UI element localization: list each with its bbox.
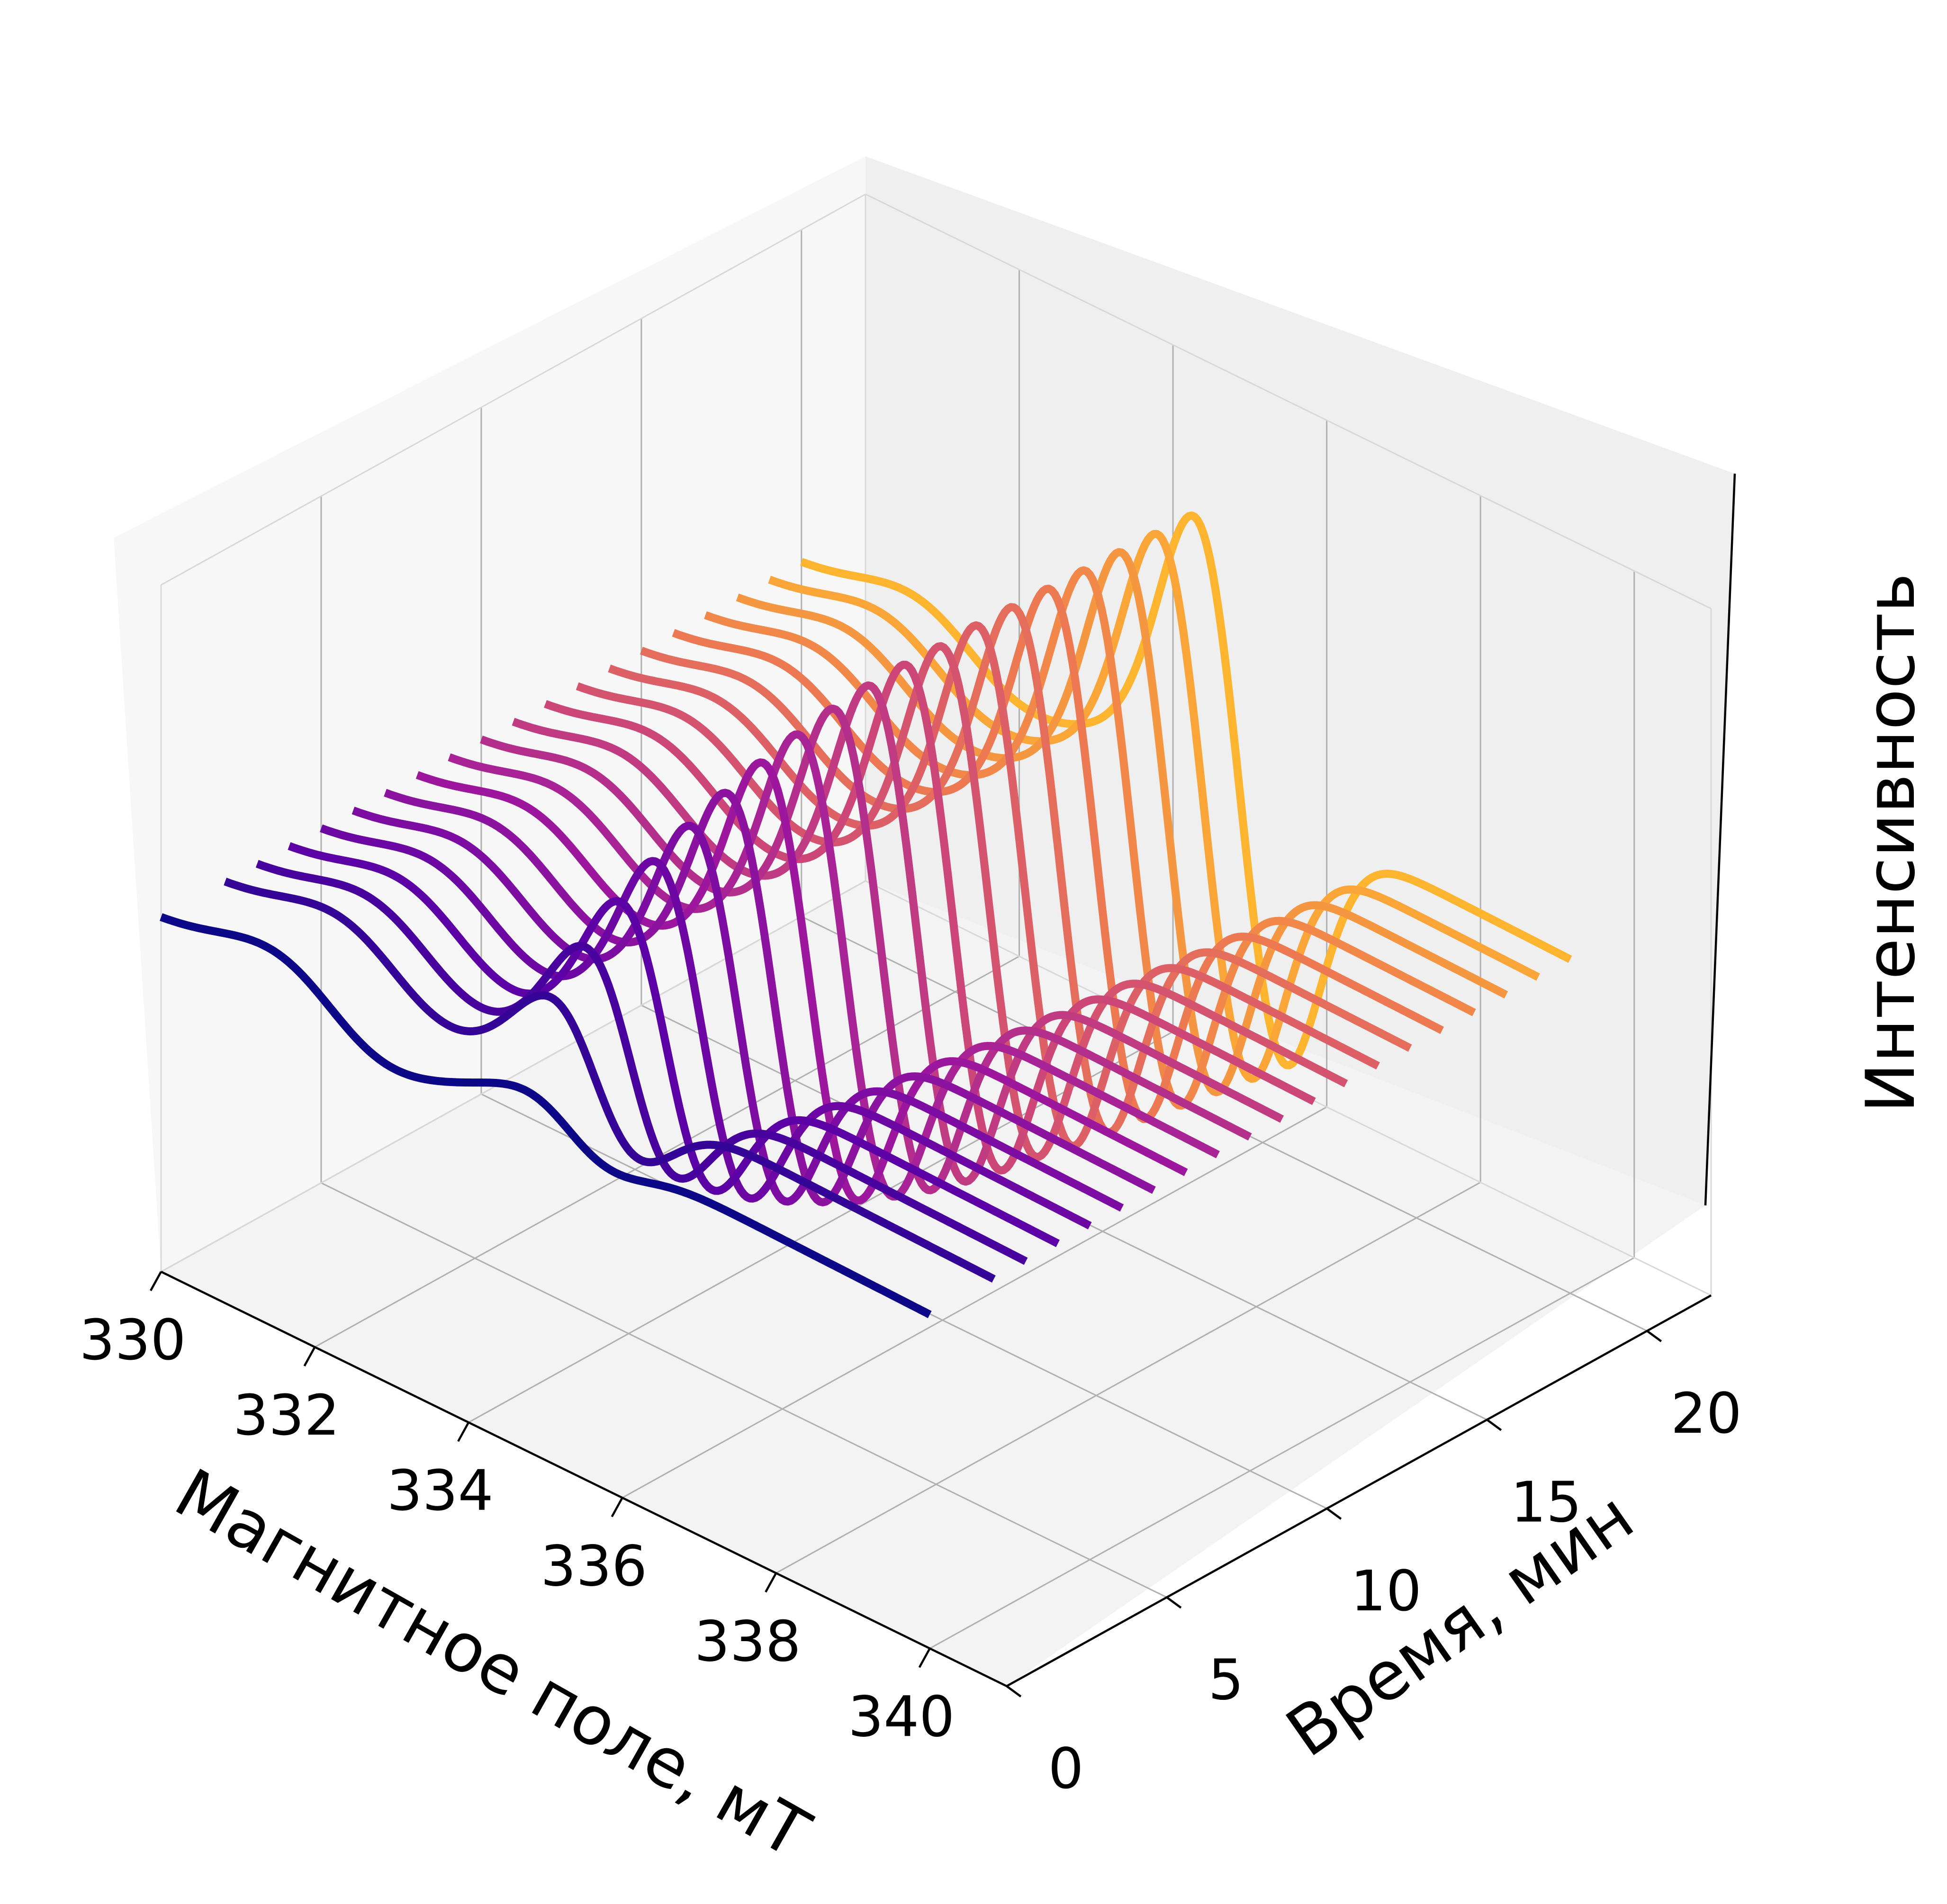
series-line <box>704 566 1476 1110</box>
y-axis-label: Время, мин <box>1273 1477 1648 1772</box>
series-line <box>288 842 1060 1248</box>
x-tick-label: 336 <box>541 1533 647 1599</box>
x-tick <box>918 1648 931 1668</box>
series-line <box>640 603 1412 1137</box>
x-tick-label: 340 <box>848 1684 955 1749</box>
y-tick-label: 10 <box>1351 1558 1422 1624</box>
x-tick-label: 330 <box>79 1307 186 1373</box>
right-pane <box>865 156 1735 1205</box>
series-line <box>384 789 1156 1206</box>
series-line <box>736 548 1508 1096</box>
x-axis-line <box>161 1270 1007 1688</box>
y-tick <box>1166 1596 1182 1609</box>
series-line <box>320 824 1092 1230</box>
x-tick <box>765 1572 777 1593</box>
z-axis-line <box>1704 473 1736 1206</box>
x-tick-label: 334 <box>387 1458 493 1523</box>
x-tick <box>150 1271 162 1292</box>
floor-grid-x <box>622 1106 1327 1499</box>
y-tick <box>1486 1419 1502 1431</box>
series-line <box>160 913 932 1319</box>
series-line <box>768 530 1540 1083</box>
axes-layer: 330 332 334 336 338 340 0 5 10 15 20 <box>79 473 1742 1801</box>
series-line <box>608 621 1380 1150</box>
floor-grid-x <box>314 955 1020 1348</box>
series-line <box>512 681 1284 1186</box>
series-line <box>576 642 1348 1161</box>
floor-grid-x <box>775 1182 1481 1574</box>
y-tick-label: 5 <box>1208 1647 1244 1713</box>
series-line <box>415 758 1188 1205</box>
y-tick <box>1326 1508 1342 1520</box>
series-line <box>448 730 1220 1201</box>
y-tick-label: 15 <box>1511 1470 1582 1535</box>
series-line <box>800 511 1572 1069</box>
series-line <box>479 704 1252 1194</box>
x-tick <box>611 1497 623 1518</box>
series-line <box>224 878 996 1283</box>
floor-grid-y <box>321 1182 1167 1598</box>
x-tick <box>457 1422 470 1442</box>
y-axis-line <box>1006 1294 1712 1687</box>
pane-edge <box>161 880 866 1273</box>
floor-pane <box>161 881 1705 1686</box>
pane-edge <box>161 193 866 586</box>
y-tick <box>1006 1685 1022 1697</box>
x-tick-label: 338 <box>694 1608 801 1674</box>
series-layer <box>160 511 1572 1319</box>
x-tick-label: 332 <box>233 1383 340 1448</box>
series-line <box>672 584 1444 1123</box>
floor-grid-x <box>929 1257 1635 1649</box>
z-axis-label: Интенсивность <box>1852 573 1930 1113</box>
left-pane <box>114 156 865 1272</box>
series-line <box>352 807 1124 1212</box>
pane-edge <box>865 193 1712 610</box>
series-line <box>544 661 1316 1175</box>
series-line <box>255 860 1028 1265</box>
y-tick-label: 0 <box>1048 1736 1083 1801</box>
y-tick <box>1646 1330 1662 1342</box>
y-tick-label: 20 <box>1671 1381 1742 1446</box>
x-tick <box>303 1347 316 1367</box>
pane-edges <box>160 193 1712 1296</box>
